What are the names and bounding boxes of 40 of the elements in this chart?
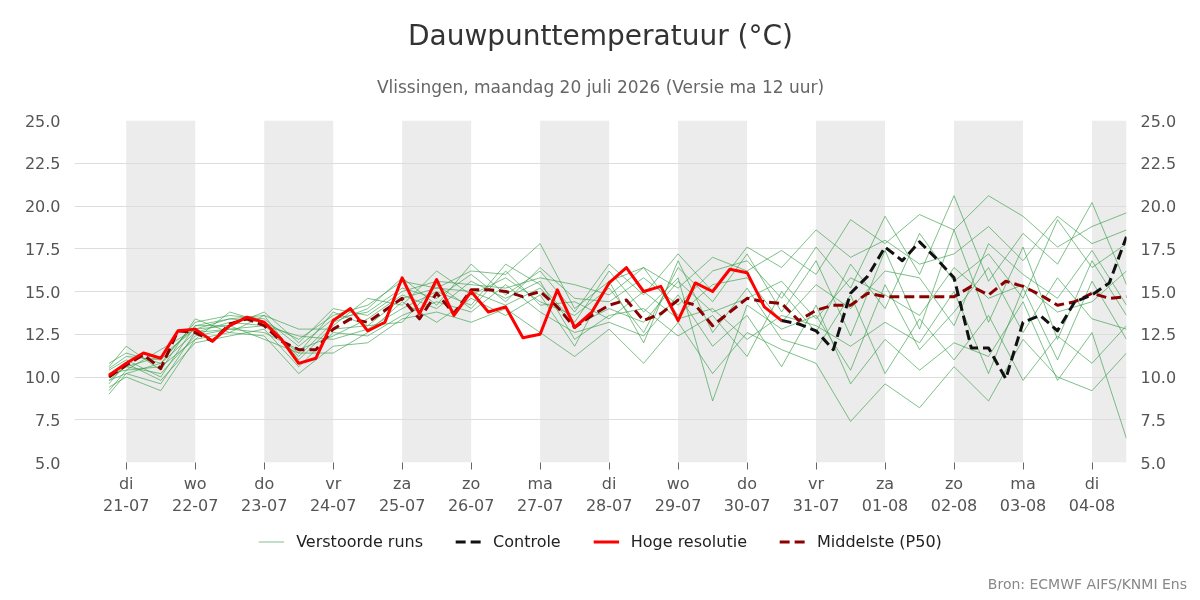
x-tick-label: di 04-08 [1068, 473, 1116, 516]
y2-tick-label: 5.0 [1140, 453, 1166, 473]
x-tick-label: do 30-07 [723, 473, 771, 516]
legend-label: Middelste (P50) [816, 531, 942, 551]
y2-tick-label: 17.5 [1140, 239, 1177, 259]
y-tick-label: 10.0 [24, 368, 61, 387]
legend-label: Verstoorde runs [296, 531, 424, 551]
y2-tick-label: 10.0 [1140, 368, 1177, 387]
x-tick-label: wo 22-07 [171, 473, 219, 516]
y2-tick-label: 22.5 [1140, 154, 1177, 174]
y2-tick-label: 7.5 [1140, 410, 1166, 430]
x-tick-label: ma 03-08 [999, 473, 1047, 516]
y-tick-label: 7.5 [35, 410, 61, 430]
x-tick-label: di 28-07 [585, 473, 633, 516]
x-tick-label: di 21-07 [102, 473, 150, 516]
y-tick-label: 17.5 [24, 239, 61, 259]
legend-label: Hoge resolutie [630, 531, 747, 551]
legend-label: Controle [493, 531, 561, 551]
y-tick-label: 20.0 [24, 197, 61, 216]
x-tick-label: zo 26-07 [447, 473, 495, 516]
x-tick-label: za 25-07 [378, 473, 426, 516]
x-tick-label: za 01-08 [861, 473, 909, 516]
y2-tick-label: 25.0 [1140, 111, 1177, 131]
x-tick-label: ma 27-07 [516, 473, 564, 516]
chart-title: Dauwpunttemperatuur (°C) [407, 18, 794, 52]
x-tick-label: vr 31-07 [792, 473, 840, 516]
y-tick-label: 22.5 [24, 154, 61, 174]
y2-tick-label: 12.5 [1140, 325, 1177, 345]
y2-tick-label: 20.0 [1140, 197, 1177, 216]
x-tick-label: wo 29-07 [654, 473, 702, 516]
y-tick-label: 15.0 [24, 282, 61, 302]
y-tick-label: 12.5 [24, 325, 61, 345]
y-tick-label: 25.0 [24, 111, 61, 131]
x-tick-label: vr 24-07 [309, 473, 357, 516]
y2-tick-label: 15.0 [1140, 282, 1177, 302]
text: Bron: ECMWF AIFS/KNMI Ens [987, 576, 1187, 593]
y-tick-label: 5.0 [35, 453, 61, 473]
x-tick-label: do 23-07 [240, 473, 288, 516]
chart-subtitle: Vlissingen, maandag 20 juli 2026 (Versie ma 12 uur) [376, 77, 825, 97]
x-tick-label: zo 02-08 [930, 473, 978, 516]
